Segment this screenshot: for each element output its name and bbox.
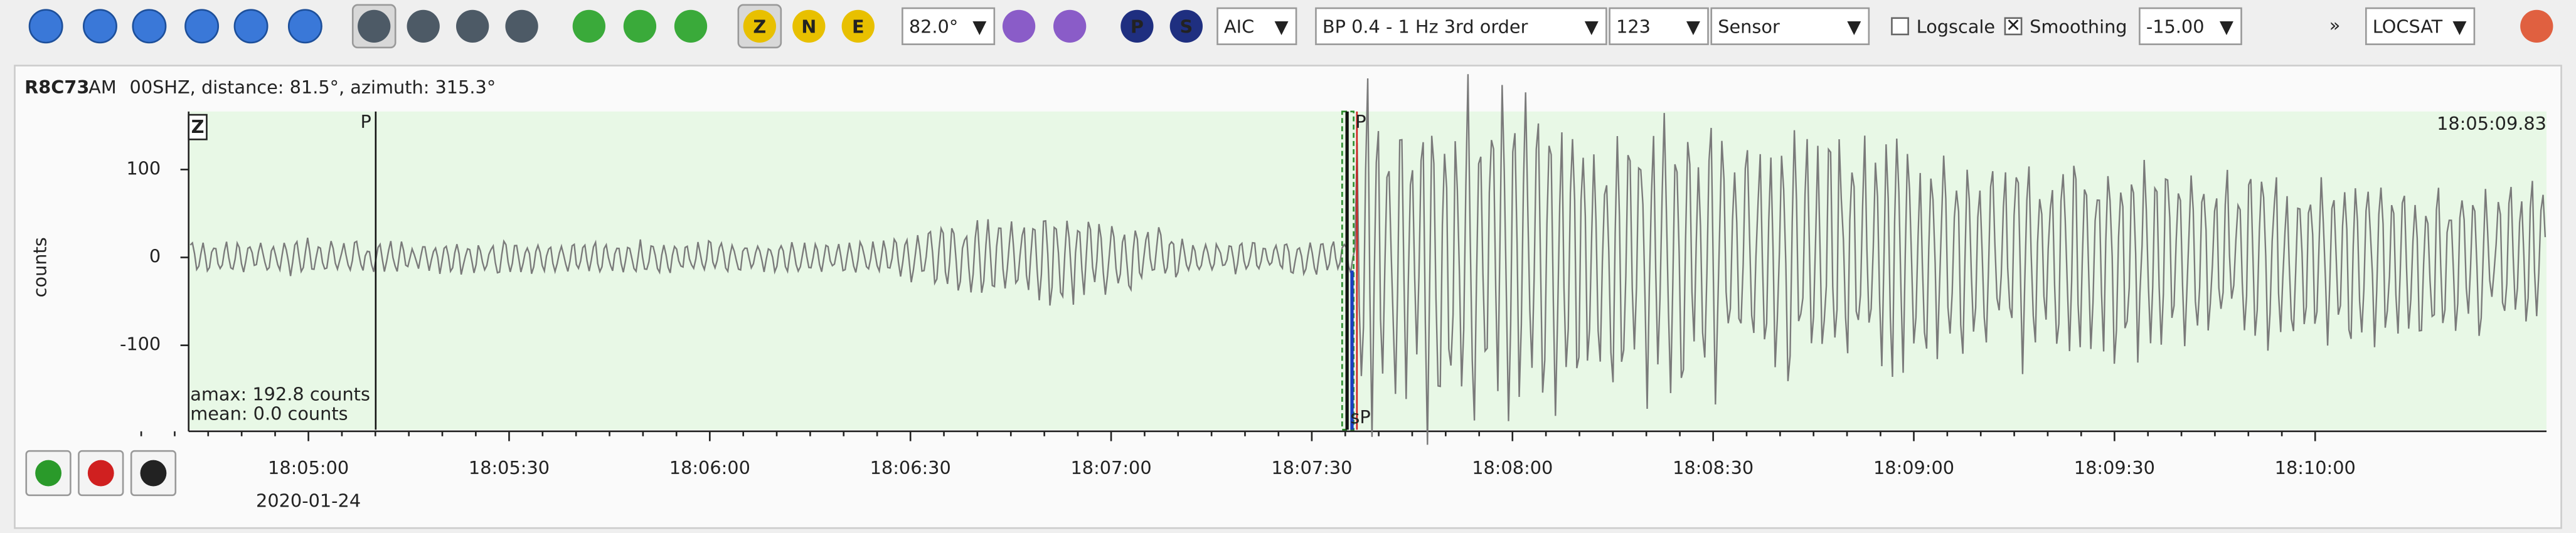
tool-button[interactable] (1002, 9, 1036, 43)
stream-combo[interactable] (1609, 7, 1709, 45)
trace-time: 18:05:09.83 (2437, 113, 2547, 134)
phase-label: S (1179, 16, 1193, 37)
stream-info: 00SHZ, distance: 81.5°, azimuth: 315.3° (130, 77, 496, 98)
component-button[interactable] (743, 9, 776, 43)
filter-combo-arrow: ▼ (1585, 16, 1599, 37)
component-button[interactable] (841, 9, 875, 43)
tool-button[interactable] (572, 9, 605, 43)
phase-button[interactable] (1169, 9, 1203, 43)
ratio-spin-text: 82.0° (909, 16, 958, 37)
component-button[interactable] (792, 9, 826, 43)
stream-combo-arrow: ▼ (1686, 16, 1701, 37)
component-label: Z (753, 16, 766, 37)
unit-combo[interactable] (1710, 7, 1870, 45)
picker-combo-text: AIC (1224, 16, 1254, 37)
locator-combo[interactable] (2365, 7, 2476, 45)
tool-button[interactable] (674, 9, 708, 43)
date-label: 2020-01-24 (256, 490, 361, 511)
ratio-spin[interactable] (902, 7, 996, 45)
component-label: Z (191, 116, 205, 137)
y-tick-label: 100 (126, 157, 161, 179)
y-tick-label: 0 (149, 246, 161, 267)
logscale-checkbox[interactable] (1891, 17, 1909, 36)
reject-button-icon (87, 460, 114, 487)
smoothing-checkbox[interactable] (2004, 17, 2023, 36)
tool-button[interactable] (132, 9, 167, 44)
tool-button[interactable] (233, 9, 269, 44)
component-badge (188, 113, 208, 140)
waveform (189, 74, 2547, 445)
component-label: E (852, 16, 865, 37)
tool-button[interactable] (287, 9, 322, 44)
network: AM (88, 77, 116, 98)
picker-combo[interactable] (1216, 7, 1297, 45)
stream-combo-text: 123 (1616, 16, 1651, 37)
x-tick-label: 18:07:30 (1271, 457, 1352, 478)
component-label: N (801, 16, 816, 37)
x-tick-label: 18:05:30 (469, 457, 550, 478)
tool-button[interactable] (1053, 9, 1087, 43)
remove-button-icon (140, 460, 167, 487)
unit-combo-arrow: ▼ (1847, 16, 1861, 37)
picker-combo-arrow: ▼ (1274, 16, 1289, 37)
tool-button[interactable] (623, 9, 657, 43)
x-tick-label: 18:10:00 (2275, 457, 2356, 478)
offset-spin-arrow: ▼ (2220, 16, 2234, 37)
tool-button[interactable] (184, 9, 220, 44)
tool-button[interactable] (456, 9, 489, 43)
smoothing-label: Smoothing (2030, 16, 2127, 37)
plot-area (188, 111, 2547, 430)
tool-button[interactable] (407, 9, 440, 43)
filter-combo-text: BP 0.4 - 1 Hz 3rd order (1323, 16, 1528, 37)
locator-combo-text: LOCSAT (2373, 16, 2443, 37)
pick-label: sP (1350, 406, 1370, 428)
amax-label: amax: 192.8 counts (190, 383, 370, 404)
x-tick-label: 18:08:30 (1673, 457, 1754, 478)
pick-label: P (360, 111, 371, 132)
x-tick-label: 18:06:30 (870, 457, 951, 478)
tool-button[interactable] (358, 9, 391, 43)
x-tick-label: 18:08:00 (1472, 457, 1553, 478)
logscale-label: Logscale (1917, 16, 1995, 37)
phase-button[interactable] (1120, 9, 1154, 43)
offset-spin[interactable] (2139, 7, 2242, 45)
station: R8C73 (24, 77, 89, 98)
phase-label: P (1131, 16, 1144, 37)
filter-combo[interactable] (1315, 7, 1607, 45)
more-button[interactable]: » (2329, 14, 2341, 36)
x-tick-label: 18:09:30 (2074, 457, 2155, 478)
ratio-spin-arrow: ▼ (972, 16, 987, 37)
smoothing-check: ✕ (2006, 14, 2021, 36)
x-tick-label: 18:07:00 (1070, 457, 1151, 478)
x-tick-label: 18:05:00 (268, 457, 349, 478)
mean-label: mean: 0.0 counts (190, 403, 348, 425)
y-axis-label: counts (29, 237, 50, 297)
locate-button[interactable] (2520, 9, 2553, 43)
tool-button[interactable] (28, 9, 63, 44)
tool-button[interactable] (83, 9, 117, 44)
tool-button[interactable] (505, 9, 538, 43)
y-tick-label: -100 (120, 334, 161, 355)
accept-button-icon (35, 460, 61, 487)
x-tick-label: 18:09:00 (1873, 457, 1954, 478)
pick-label: P (1355, 111, 1366, 132)
locator-combo-arrow: ▼ (2452, 16, 2467, 37)
x-tick-label: 18:06:00 (669, 457, 750, 478)
pick-uncertainty (1341, 110, 1355, 431)
unit-combo-text: Sensor (1718, 16, 1780, 37)
offset-spin-text: -15.00 (2146, 16, 2205, 37)
